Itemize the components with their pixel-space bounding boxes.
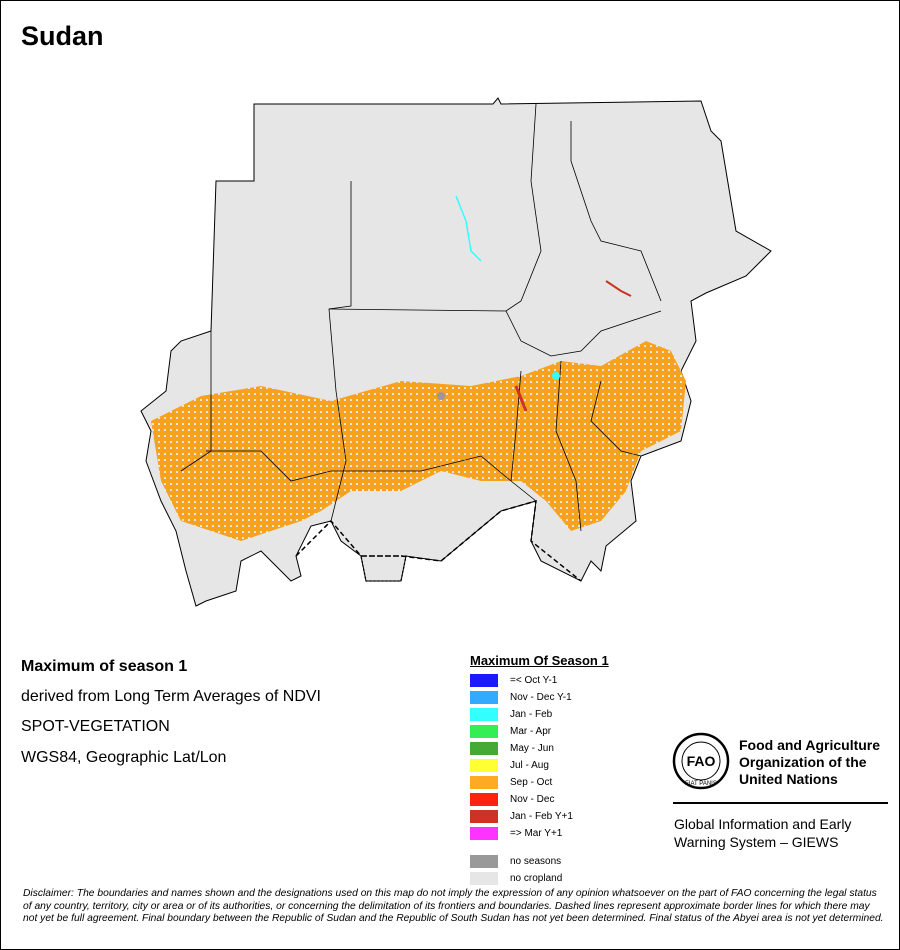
divider (673, 802, 888, 804)
cropland (151, 341, 686, 541)
legend-label: Jan - Feb Y+1 (510, 811, 573, 822)
red-crop (605, 280, 632, 297)
legend-item: Jan - Feb (470, 706, 609, 723)
emblem-motto: FIAT PANIS (685, 781, 717, 787)
info-line: Maximum of season 1 (21, 658, 188, 675)
legend-items: =< Oct Y-1 Nov - Dec Y-1 Jan - Feb Mar - Ap… (470, 672, 609, 842)
info-line: WGS84, Geographic Lat/Lon (21, 749, 227, 766)
legend-label: Jul - Aug (510, 760, 549, 771)
cyan-crop (552, 372, 560, 380)
legend: Maximum Of Season 1 =< Oct Y-1 Nov - Dec … (470, 653, 609, 887)
legend-item: Jul - Aug (470, 757, 609, 774)
legend-title: Maximum Of Season 1 (470, 653, 609, 668)
legend-swatch (470, 855, 498, 868)
system-name: Global Information and Early (674, 816, 852, 832)
legend-label: May - Jun (510, 743, 554, 754)
legend-label: Nov - Dec Y-1 (510, 692, 572, 703)
org-name: United Nations (739, 771, 838, 787)
admin-borders (180, 103, 662, 532)
disclaimer: Disclaimer: The boundaries and names sho… (23, 888, 884, 924)
fao-emblem: FAO FIAT PANIS (672, 732, 730, 790)
legend-swatch (470, 759, 498, 772)
legend-label: =< Oct Y-1 (510, 675, 558, 686)
legend-item: Jan - Feb Y+1 (470, 808, 609, 825)
legend-item: Mar - Apr (470, 723, 609, 740)
legend-swatch (470, 872, 498, 885)
river-crop (455, 195, 482, 262)
legend-swatch (470, 793, 498, 806)
info-line: SPOT-VEGETATION (21, 718, 170, 735)
legend-label: Nov - Dec (510, 794, 555, 805)
legend-item: Nov - Dec (470, 791, 609, 808)
legend-swatch (470, 708, 498, 721)
legend-label: no cropland (510, 873, 563, 884)
legend-swatch (470, 810, 498, 823)
legend-label: Jan - Feb (510, 709, 553, 720)
legend-label: Sep - Oct (510, 777, 553, 788)
legend-item: May - Jun (470, 740, 609, 757)
info-line: derived from Long Term Averages of NDVI (21, 688, 321, 705)
legend-swatch (470, 725, 498, 738)
org-name: Organization of the (739, 754, 867, 770)
legend-extra: no seasons no cropland (470, 853, 609, 887)
legend-item: Nov - Dec Y-1 (470, 689, 609, 706)
legend-swatch (470, 742, 498, 755)
disputed-border (295, 499, 582, 582)
org-name: Food and Agriculture (739, 737, 881, 753)
legend-swatch (470, 827, 498, 840)
system-name: Warning System – GIEWS (674, 834, 839, 850)
legend-item: =< Oct Y-1 (470, 672, 609, 689)
abyei (360, 555, 407, 582)
legend-label: => Mar Y+1 (510, 828, 563, 839)
map-title: Sudan (21, 21, 104, 51)
red-crop (514, 385, 528, 412)
legend-item: Sep - Oct (470, 774, 609, 791)
map (140, 97, 772, 607)
legend-swatch (470, 776, 498, 789)
legend-item: => Mar Y+1 (470, 825, 609, 842)
legend-item: no cropland (470, 870, 609, 887)
legend-swatch (470, 674, 498, 687)
legend-item: no seasons (470, 853, 609, 870)
legend-label: Mar - Apr (510, 726, 552, 737)
legend-label: no seasons (510, 856, 562, 867)
no-season (437, 392, 445, 400)
legend-swatch (470, 691, 498, 704)
emblem-text: FAO (687, 753, 716, 769)
